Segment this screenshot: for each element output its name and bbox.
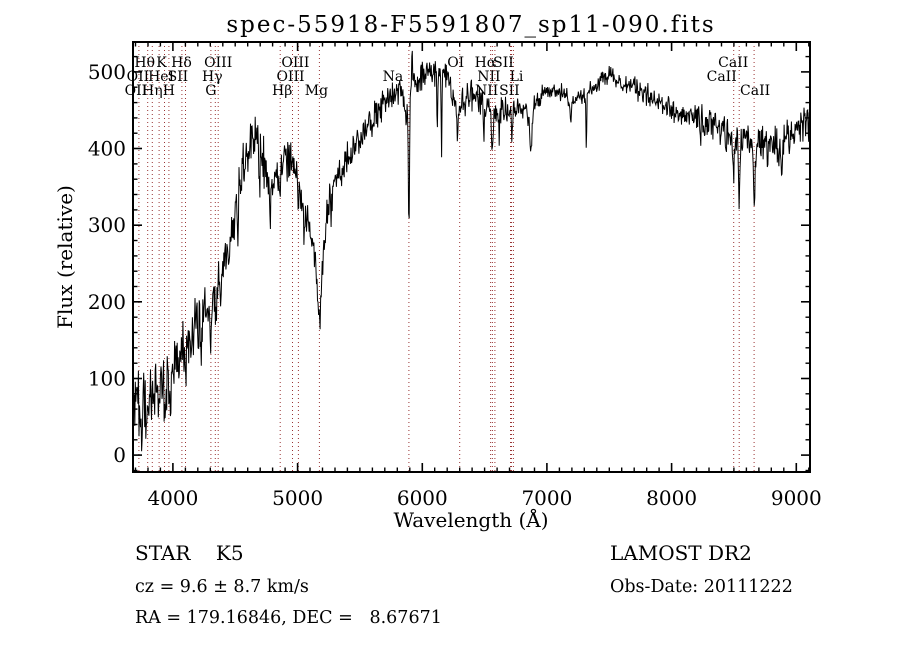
x-tick-label: 4000 [147, 486, 198, 510]
y-tick-label: 100 [88, 367, 126, 391]
line-label-hα: Hα [475, 55, 497, 71]
obs-date-text: Obs-Date: 20111222 [610, 577, 793, 597]
line-label-sii: SII [493, 55, 514, 71]
line-label-h: H [163, 83, 175, 99]
line-label-g: G [205, 83, 216, 99]
plot-frame [132, 41, 811, 473]
line-label-oiii: OIII [281, 55, 309, 71]
x-axis-label: Wavelength (Å) [393, 507, 548, 532]
line-label-sii: SII [168, 69, 189, 85]
x-tick-label: 7000 [521, 486, 572, 510]
classification-text: STAR K5 [135, 541, 244, 565]
line-label-caii: CaII [718, 55, 748, 71]
line-label-sii: SII [499, 83, 520, 99]
line-label-hβ: Hβ [272, 83, 292, 99]
line-label-oi: OI [447, 55, 464, 71]
line-label-na: Na [383, 69, 404, 85]
line-label-hei: HeI [148, 69, 174, 85]
line-label-hθ: Hθ [134, 55, 155, 71]
line-label-k: K [156, 55, 167, 71]
y-tick-label: 200 [88, 290, 126, 314]
survey-release-text: LAMOST DR2 [610, 541, 752, 565]
line-label-hη: Hη [142, 83, 163, 99]
line-label-nii: NII [477, 69, 500, 85]
line-label-caii: CaII [707, 69, 737, 85]
y-tick-label: 500 [88, 60, 126, 84]
line-label-mg: Mg [305, 83, 328, 99]
line-label-hδ: Hδ [171, 55, 192, 71]
spectrum-trace [133, 50, 811, 452]
line-label-oiii: OIII [276, 69, 304, 85]
line-label-li: Li [510, 69, 524, 85]
cz-velocity-text: cz = 9.6 ± 8.7 km/s [135, 577, 309, 597]
y-axis-label: Flux (relative) [53, 185, 77, 329]
line-label-nii: NII [475, 83, 498, 99]
y-tick-label: 0 [113, 443, 126, 467]
x-tick-label: 9000 [771, 486, 822, 510]
x-tick-label: 8000 [646, 486, 697, 510]
y-tick-label: 400 [88, 137, 126, 161]
ra-dec-text: RA = 179.16846, DEC = 8.67671 [135, 608, 442, 628]
line-label-hγ: Hγ [202, 69, 223, 85]
y-tick-label: 300 [88, 213, 126, 237]
line-label-caii: CaII [740, 83, 770, 99]
x-tick-label: 6000 [397, 486, 448, 510]
line-label-oiii: OIII [204, 55, 232, 71]
plot-title: spec-55918-F5591807_sp11-090.fits [226, 12, 715, 38]
x-tick-label: 5000 [272, 486, 323, 510]
line-label-oii: OII [125, 83, 148, 99]
